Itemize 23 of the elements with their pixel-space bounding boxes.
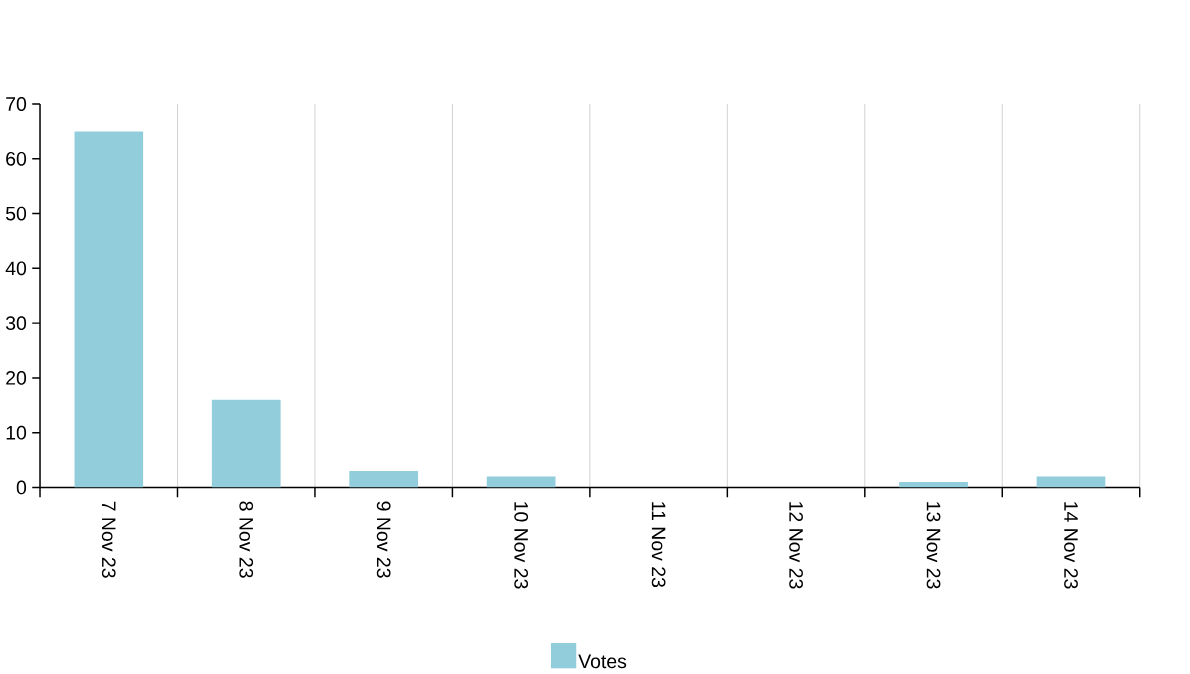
bar [74, 131, 144, 488]
bar [1036, 476, 1106, 488]
bar [349, 470, 419, 488]
y-tick-label: 70 [6, 97, 27, 111]
bar [211, 399, 281, 488]
x-tick-label: 9 Nov 23 [376, 501, 391, 578]
y-tick-label: 40 [5, 261, 27, 276]
x-tick-label: 8 Nov 23 [239, 501, 254, 578]
x-tick-label: 14 Nov 23 [1064, 502, 1078, 589]
y-tick-label: 30 [5, 316, 27, 330]
y-tick-label: 0 [16, 480, 27, 495]
x-tick-label: 7 Nov 23 [101, 501, 116, 578]
x-tick-label: 11 Nov 23 [651, 502, 666, 587]
x-tick-label: 13 Nov 23 [926, 502, 941, 589]
bar [486, 476, 556, 488]
y-tick-label: 20 [6, 370, 27, 385]
x-tick-label: 12 Nov 23 [789, 502, 803, 589]
x-tick-label: 10 Nov 23 [514, 502, 529, 589]
y-tick-label: 60 [6, 151, 27, 166]
y-tick-label: 50 [5, 206, 27, 221]
bar [899, 481, 968, 488]
legend-label: Votes [578, 654, 627, 669]
y-tick-label: 10 [6, 425, 27, 440]
